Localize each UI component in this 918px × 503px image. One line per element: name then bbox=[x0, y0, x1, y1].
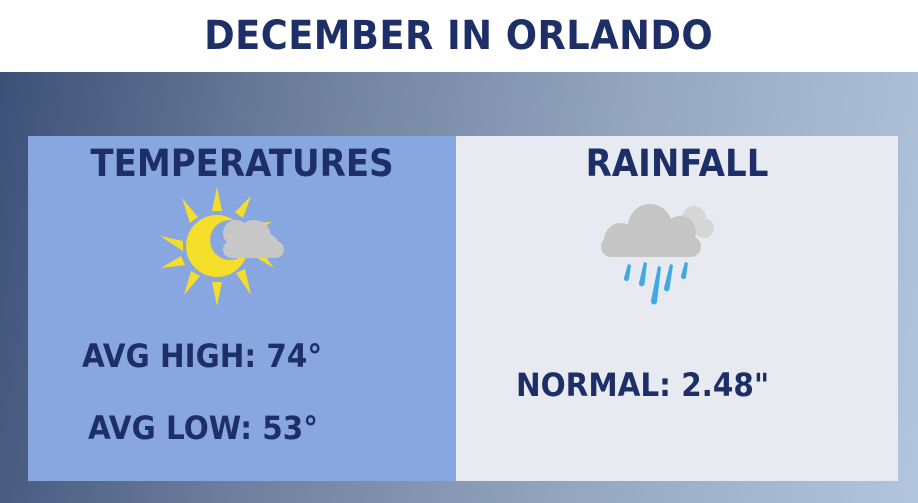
temperatures-panel: TEMPERATURES AVG HIGH: 74° AVG LOW: 53° bbox=[28, 136, 456, 481]
avg-high-value: AVG HIGH: 74° bbox=[82, 337, 323, 375]
sun-cloud-icon bbox=[160, 187, 284, 306]
normal-rainfall-value: NORMAL: 2.48" bbox=[516, 366, 770, 404]
avg-low-value: AVG LOW: 53° bbox=[88, 409, 318, 447]
temperatures-heading: TEMPERATURES bbox=[90, 142, 394, 185]
page-title: DECEMBER IN ORLANDO bbox=[204, 13, 714, 59]
rain-cloud-icon bbox=[601, 204, 714, 305]
header: DECEMBER IN ORLANDO bbox=[0, 0, 918, 72]
rainfall-panel: RAINFALL NORMAL: 2.48" bbox=[456, 136, 898, 481]
rainfall-heading: RAINFALL bbox=[585, 142, 769, 185]
